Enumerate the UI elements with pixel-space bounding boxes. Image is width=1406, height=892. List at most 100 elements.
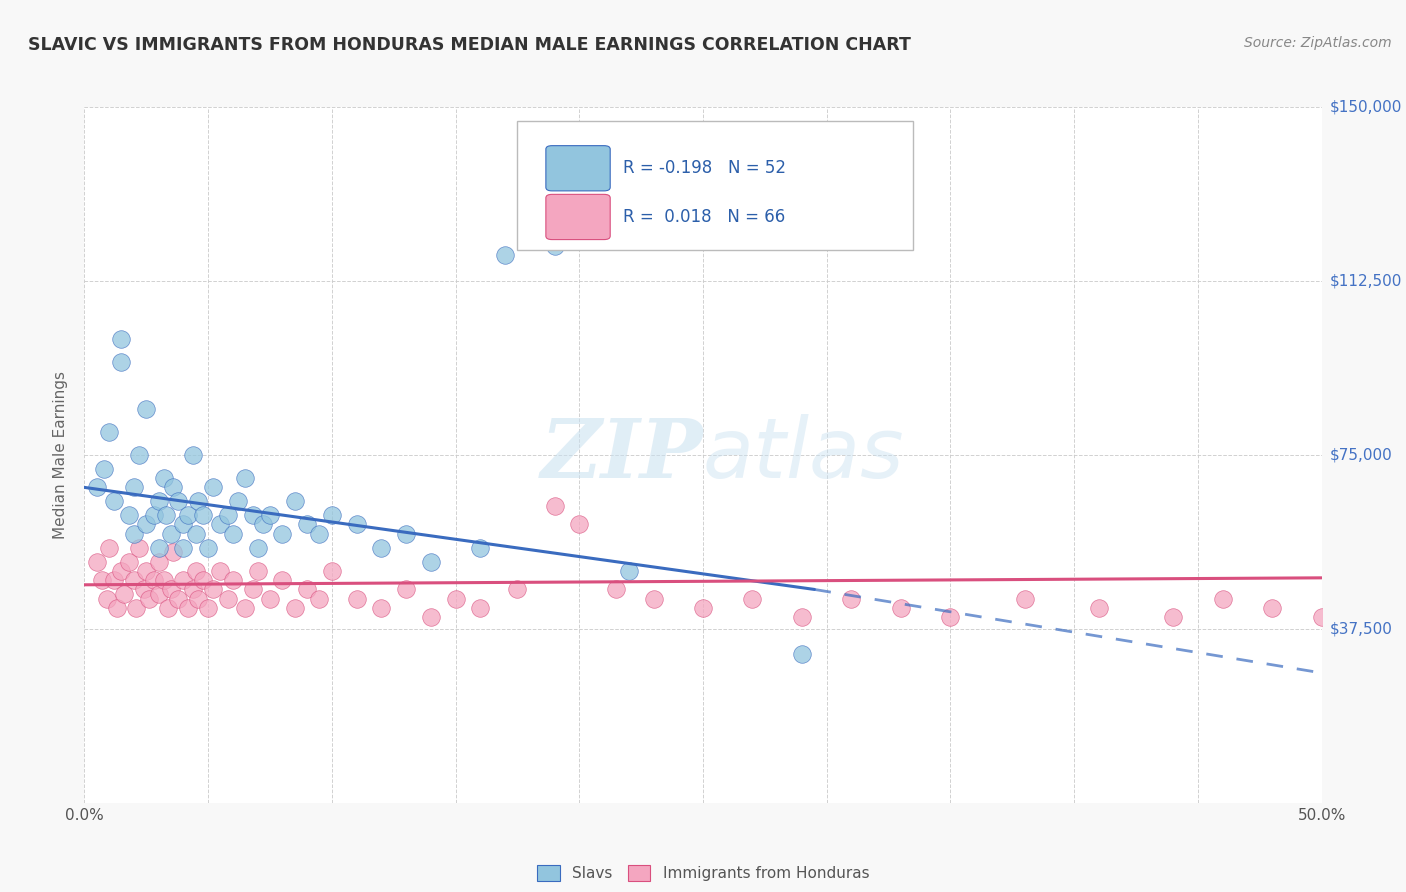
- Point: [370, 601, 392, 615]
- Point: [217, 508, 239, 523]
- Point: [112, 587, 135, 601]
- FancyBboxPatch shape: [546, 145, 610, 191]
- Point: [346, 591, 368, 606]
- Point: [152, 573, 174, 587]
- Point: [103, 494, 125, 508]
- Point: [172, 517, 194, 532]
- Point: [187, 494, 209, 508]
- Point: [148, 541, 170, 555]
- FancyBboxPatch shape: [517, 121, 914, 250]
- Point: [184, 526, 207, 541]
- Point: [105, 601, 128, 615]
- Point: [233, 601, 256, 615]
- Point: [160, 526, 183, 541]
- Point: [259, 591, 281, 606]
- Point: [494, 248, 516, 262]
- Point: [122, 480, 145, 494]
- Point: [543, 499, 565, 513]
- Point: [419, 555, 441, 569]
- Point: [138, 591, 160, 606]
- Point: [790, 648, 813, 662]
- Point: [184, 564, 207, 578]
- Point: [202, 582, 225, 597]
- Point: [191, 508, 214, 523]
- FancyBboxPatch shape: [546, 194, 610, 240]
- Point: [617, 564, 640, 578]
- Point: [187, 591, 209, 606]
- Point: [167, 591, 190, 606]
- Point: [148, 555, 170, 569]
- Text: $150,000: $150,000: [1330, 100, 1402, 114]
- Point: [155, 508, 177, 523]
- Point: [93, 462, 115, 476]
- Point: [395, 526, 418, 541]
- Point: [122, 573, 145, 587]
- Point: [1161, 610, 1184, 624]
- Point: [321, 564, 343, 578]
- Point: [118, 508, 141, 523]
- Point: [209, 564, 232, 578]
- Point: [167, 494, 190, 508]
- Point: [419, 610, 441, 624]
- Point: [841, 591, 863, 606]
- Point: [202, 480, 225, 494]
- Text: $75,000: $75,000: [1330, 448, 1393, 462]
- Point: [142, 573, 165, 587]
- Point: [142, 508, 165, 523]
- Text: ZIP: ZIP: [540, 415, 703, 495]
- Point: [741, 591, 763, 606]
- Point: [181, 448, 204, 462]
- Point: [295, 582, 318, 597]
- Point: [643, 591, 665, 606]
- Point: [939, 610, 962, 624]
- Point: [110, 564, 132, 578]
- Text: SLAVIC VS IMMIGRANTS FROM HONDURAS MEDIAN MALE EARNINGS CORRELATION CHART: SLAVIC VS IMMIGRANTS FROM HONDURAS MEDIA…: [28, 36, 911, 54]
- Point: [790, 610, 813, 624]
- Point: [110, 332, 132, 346]
- Point: [135, 564, 157, 578]
- Point: [162, 480, 184, 494]
- Point: [246, 541, 269, 555]
- Point: [233, 471, 256, 485]
- Point: [568, 517, 591, 532]
- Point: [86, 480, 108, 494]
- Point: [271, 573, 294, 587]
- Point: [692, 601, 714, 615]
- Point: [284, 494, 307, 508]
- Point: [295, 517, 318, 532]
- Legend: Slavs, Immigrants from Honduras: Slavs, Immigrants from Honduras: [530, 859, 876, 888]
- Point: [160, 582, 183, 597]
- Text: R = -0.198   N = 52: R = -0.198 N = 52: [623, 160, 786, 178]
- Point: [103, 573, 125, 587]
- Text: atlas: atlas: [703, 415, 904, 495]
- Point: [506, 582, 529, 597]
- Point: [1261, 601, 1284, 615]
- Point: [132, 582, 155, 597]
- Point: [98, 425, 121, 439]
- Point: [128, 541, 150, 555]
- Point: [118, 555, 141, 569]
- Point: [96, 591, 118, 606]
- Point: [259, 508, 281, 523]
- Point: [1014, 591, 1036, 606]
- Point: [172, 573, 194, 587]
- Text: $37,500: $37,500: [1330, 622, 1393, 636]
- Point: [226, 494, 249, 508]
- Point: [395, 582, 418, 597]
- Point: [191, 573, 214, 587]
- Point: [90, 573, 112, 587]
- Point: [346, 517, 368, 532]
- Point: [122, 526, 145, 541]
- Point: [222, 573, 245, 587]
- Point: [181, 582, 204, 597]
- Point: [242, 508, 264, 523]
- Point: [148, 587, 170, 601]
- Point: [148, 494, 170, 508]
- Point: [246, 564, 269, 578]
- Point: [370, 541, 392, 555]
- Point: [209, 517, 232, 532]
- Point: [1212, 591, 1234, 606]
- Point: [605, 582, 627, 597]
- Point: [543, 239, 565, 253]
- Point: [110, 355, 132, 369]
